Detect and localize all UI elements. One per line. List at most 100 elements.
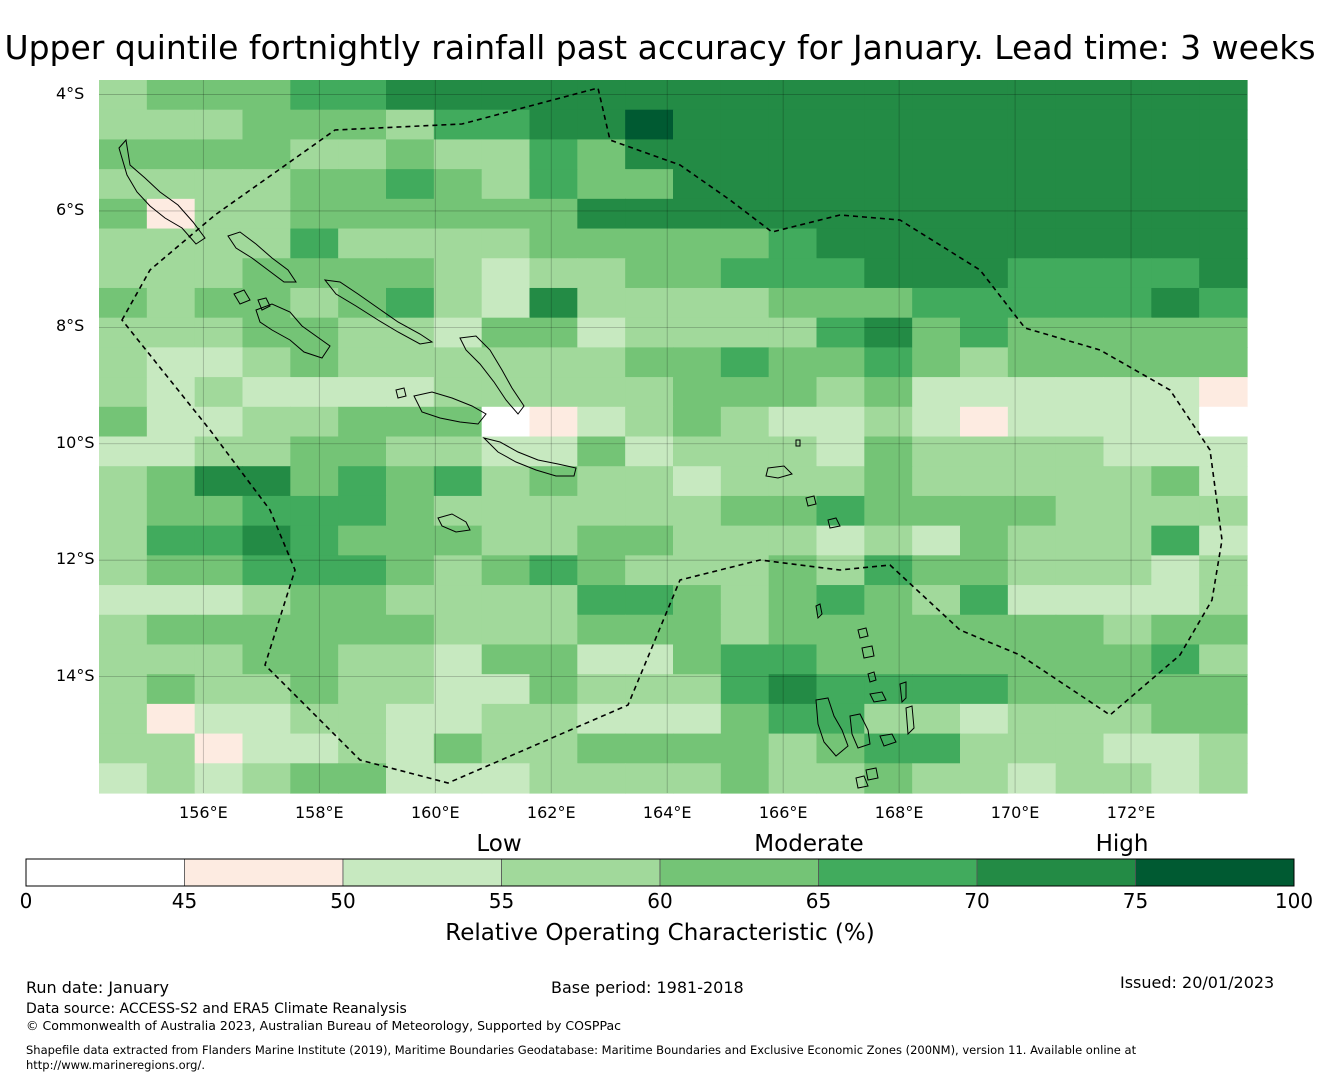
island-santa-cruz	[765, 465, 793, 479]
island-ndai	[395, 387, 407, 399]
grid-cell	[912, 406, 961, 438]
grid-cell	[1055, 763, 1105, 794]
grid-cell	[912, 466, 961, 497]
colorbar-segment	[501, 858, 661, 887]
grid-cell	[625, 674, 674, 705]
grid-cell	[433, 585, 483, 616]
grid-cell	[673, 228, 722, 259]
grid-cell	[577, 614, 626, 646]
grid-cell	[338, 555, 387, 586]
grid-cell	[481, 466, 531, 497]
grid-cell	[1199, 287, 1248, 319]
grid-cell	[99, 495, 148, 527]
grid-cell	[673, 733, 722, 764]
grid-cell	[529, 109, 578, 141]
grid-cell	[194, 466, 244, 497]
grid-cell	[1007, 466, 1057, 497]
grid-cell	[481, 109, 531, 141]
grid-cell	[1103, 644, 1152, 675]
grid-cell	[99, 139, 148, 170]
longitude-label: 158°E	[294, 803, 344, 822]
colorbar-label: Relative Operating Characteristic (%)	[445, 920, 875, 946]
grid-cell	[1055, 109, 1105, 141]
grid-cell	[146, 80, 196, 111]
grid-cell	[720, 406, 770, 438]
longitude-label: 170°E	[990, 803, 1040, 822]
grid-cell	[338, 228, 387, 259]
grid-cell	[481, 169, 531, 200]
grid-cell	[1151, 763, 1200, 794]
grid-cell	[673, 347, 722, 378]
grid-cell	[338, 436, 387, 467]
grid-cell	[146, 198, 196, 230]
grid-cell	[481, 763, 531, 794]
grid-cell	[1007, 347, 1057, 378]
longitude-label: 166°E	[758, 803, 808, 822]
grid-cell	[242, 377, 291, 408]
latitude-label: 4°S	[56, 83, 85, 103]
grid-cell	[768, 139, 818, 170]
grid-cell	[338, 258, 387, 289]
grid-cell	[1151, 347, 1200, 378]
grid-cell	[1007, 703, 1057, 735]
grid-cell	[386, 287, 435, 319]
grid-cell	[529, 287, 578, 319]
grid-cell	[529, 495, 578, 527]
grid-cell	[1055, 80, 1105, 111]
grid-cell	[433, 614, 483, 646]
colorbar-tick: 75	[1122, 889, 1149, 913]
grid-cell	[529, 228, 578, 259]
grid-cell	[1103, 139, 1152, 170]
grid-cell	[1055, 347, 1105, 378]
grid-cell	[577, 258, 626, 289]
grid-cell	[1199, 674, 1248, 705]
grid-cell	[290, 169, 339, 200]
grid-cell	[864, 525, 913, 556]
colorbar-tick: 60	[647, 889, 673, 913]
grid-cell	[864, 228, 913, 259]
grid-cell	[290, 763, 339, 794]
grid-cell	[720, 228, 770, 259]
grid-cell	[290, 466, 339, 497]
colorbar-segment	[25, 858, 185, 887]
grid-cell	[720, 674, 770, 705]
grid-cell	[1199, 555, 1248, 586]
grid-cell	[864, 495, 913, 527]
grid-cell	[912, 198, 961, 230]
grid-cell	[529, 703, 578, 735]
grid-cell	[864, 139, 913, 170]
grid-cell	[146, 674, 196, 705]
grid-cell	[960, 733, 1009, 764]
grid-cell	[625, 258, 674, 289]
grid-cell	[433, 733, 483, 764]
grid-cell	[912, 317, 961, 348]
grid-cell	[1103, 406, 1152, 438]
grid-cell	[864, 555, 913, 586]
grid-cell	[481, 644, 531, 675]
grid-cell	[529, 733, 578, 764]
grid-cell	[242, 80, 291, 111]
grid-cell	[1103, 109, 1152, 141]
grid-cell	[577, 80, 626, 111]
grid-cell	[720, 555, 770, 586]
grid-cell	[146, 644, 196, 675]
eez-solomon-islands	[121, 87, 1223, 784]
grid-cell	[768, 614, 818, 646]
grid-cell	[1199, 525, 1248, 556]
grid-cell	[433, 287, 483, 319]
grid-cell	[338, 169, 387, 200]
grid-cell	[1199, 228, 1248, 259]
grid-cell	[1199, 406, 1248, 438]
grid-cell	[673, 80, 722, 111]
grid-cell	[386, 169, 435, 200]
grid-cell	[625, 80, 674, 111]
grid-cell	[194, 80, 244, 111]
colorbar-segment	[659, 858, 819, 887]
grid-cell	[99, 377, 148, 408]
base-period: Base period: 1981-2018	[551, 978, 744, 997]
grid-cell	[194, 347, 244, 378]
grid-cell	[960, 377, 1009, 408]
grid-cell	[720, 317, 770, 348]
grid-cell	[481, 614, 531, 646]
